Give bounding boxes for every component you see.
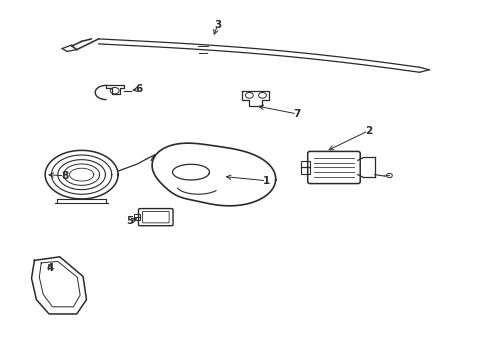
Text: 6: 6 (135, 84, 142, 94)
Text: 2: 2 (364, 126, 371, 136)
Text: 7: 7 (293, 109, 300, 119)
Text: 3: 3 (214, 19, 221, 30)
Text: 5: 5 (126, 216, 134, 226)
Text: 1: 1 (262, 176, 269, 186)
Text: 8: 8 (61, 171, 68, 181)
Text: 4: 4 (46, 262, 54, 273)
